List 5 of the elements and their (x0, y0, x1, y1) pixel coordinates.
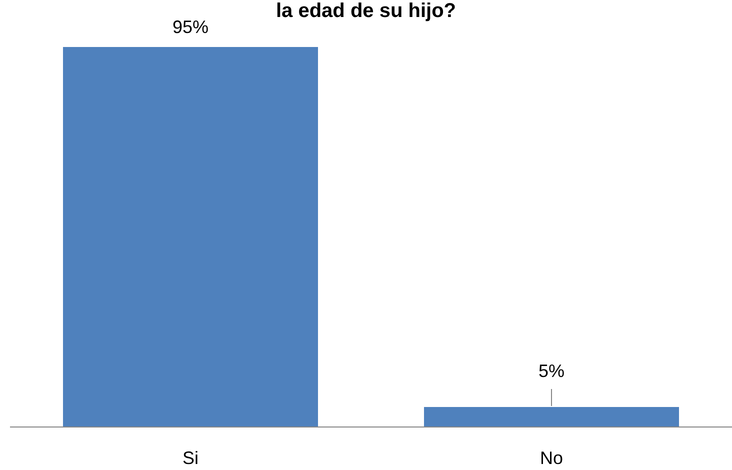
data-label: 95% (172, 17, 209, 37)
x-tick-label: No (540, 448, 564, 468)
data-label: 5% (538, 361, 565, 381)
chart-title: la edad de su hijo? (276, 0, 456, 22)
x-tick-label: Si (182, 448, 199, 468)
